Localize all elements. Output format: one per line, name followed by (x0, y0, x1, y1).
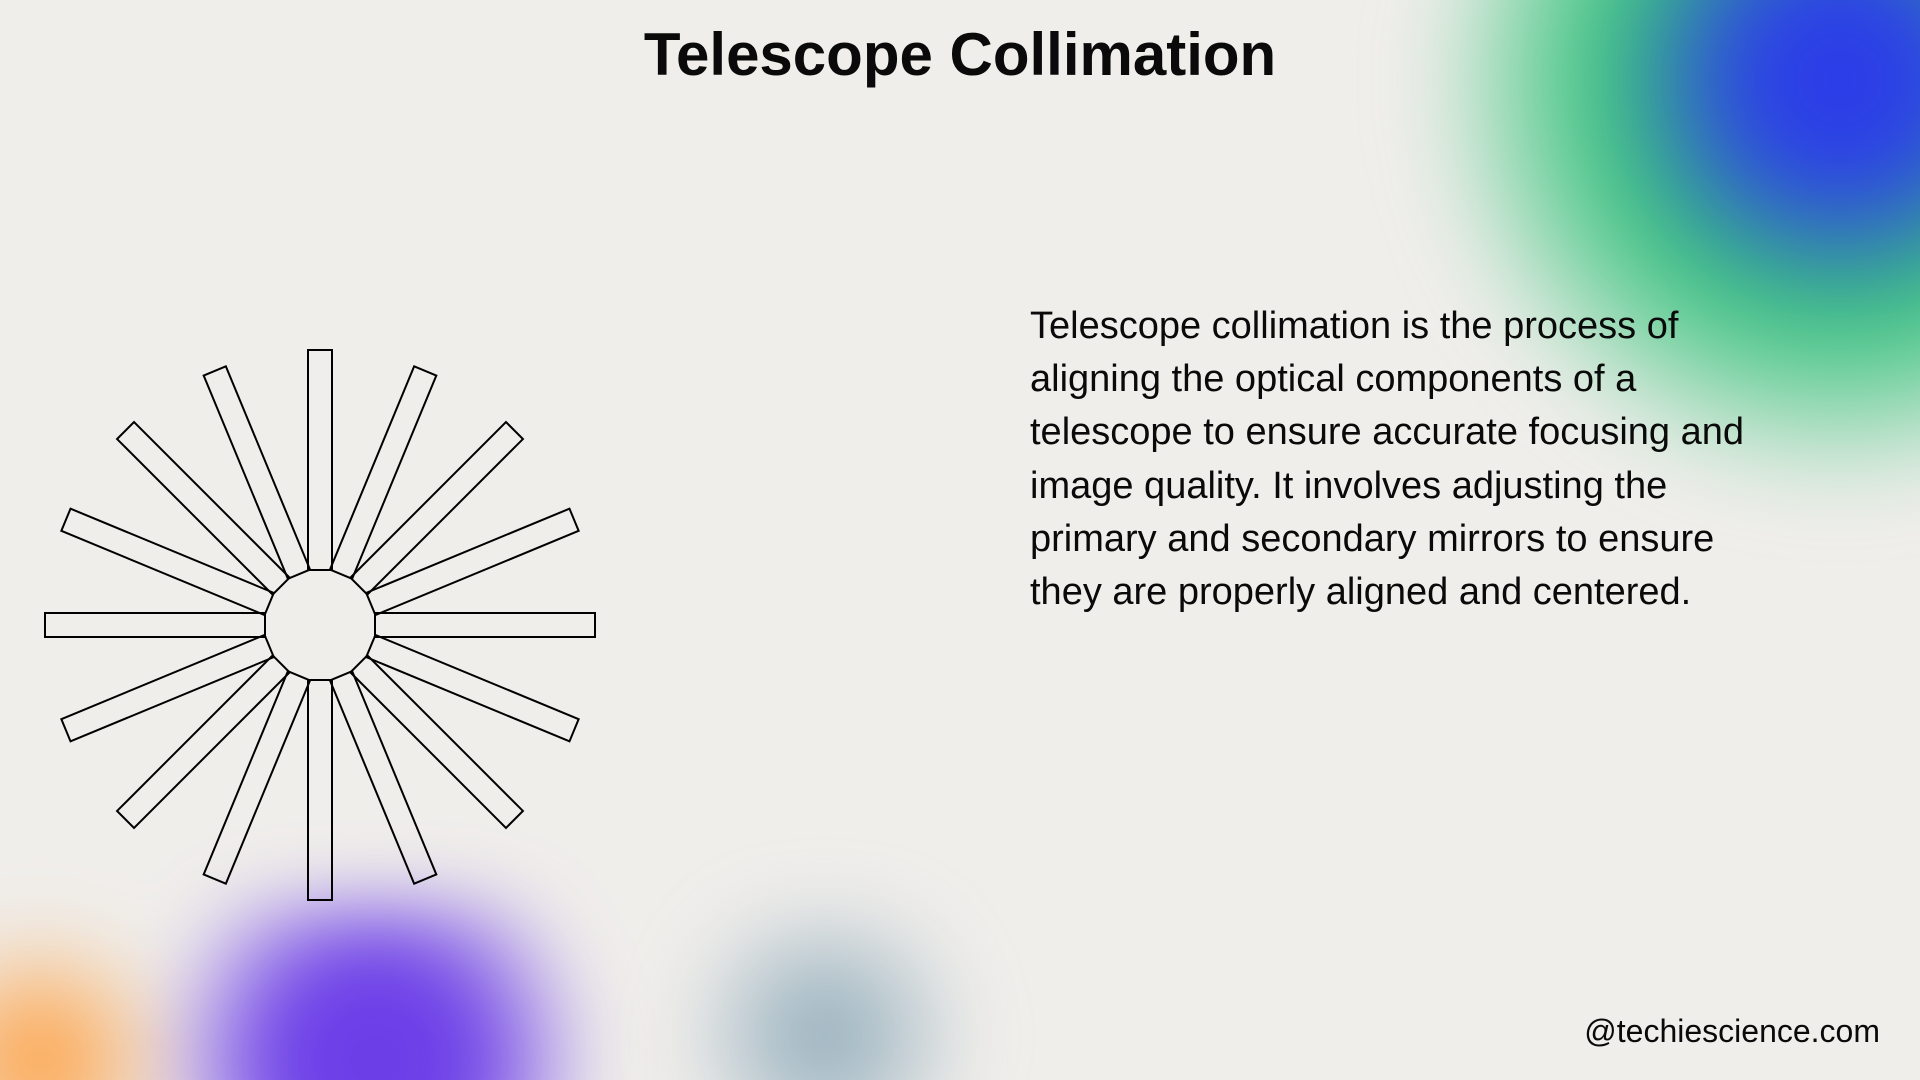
body-text: Telescope collimation is the process of … (1030, 300, 1790, 619)
slide-page: Telescope Collimation Telescope collimat… (0, 0, 1920, 1080)
starburst-icon (40, 345, 600, 905)
page-title: Telescope Collimation (0, 20, 1920, 89)
gradient-blob-bottom-tail (650, 910, 1000, 1080)
attribution-text: @techiescience.com (1584, 1013, 1880, 1050)
